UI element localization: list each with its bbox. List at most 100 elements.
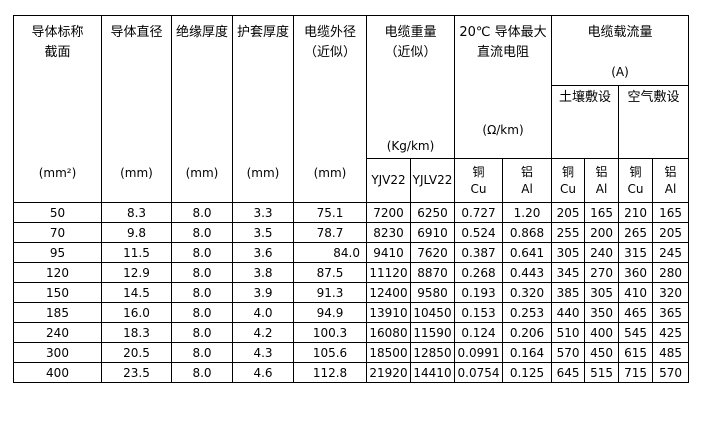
header-band-1: 导体标称 截面 (mm²) 导体直径 (mm) 绝缘厚度 (mm) [13,15,690,203]
header-title-line: 护套厚度 [236,25,289,40]
header-unit: (Kg/km) [386,139,435,153]
table-cell: 425 [652,322,690,343]
header-metal-en: Cu [470,181,487,196]
table-cell: 280 [652,262,690,283]
table-cell: 8.0 [171,242,233,263]
table-cell: 0.268 [454,262,504,283]
header-unit: (mm) [185,166,219,180]
table-cell: 615 [618,342,654,363]
table-cell: 715 [618,362,654,383]
table-cell: 6250 [409,202,456,223]
header-resistance-copper: 铜 Cu [454,158,504,203]
table-cell: 0.868 [502,222,553,243]
header-unit: (mm) [313,166,347,180]
header-sheath-thickness: 护套厚度 (mm) [232,15,294,203]
table-cell: 440 [551,302,586,323]
table-cell: 84.0 [293,242,367,263]
header-title-line: （近似） [384,45,437,60]
header-metal-cn: 铝 [595,164,608,179]
table-cell: 3.6 [232,242,294,263]
table-cell: 410 [618,282,654,303]
table-cell: 11590 [409,322,456,343]
header-ampacity: 电缆载流量 (A) [551,15,690,86]
table-cell: 21920 [366,362,411,383]
table-row: 150 14.5 8.0 3.9 91.3 12400 9580 0.193 0.320 385 3… [13,282,690,303]
table-cell: 10450 [409,302,456,323]
table-cell: 9.8 [101,222,172,243]
table-cell: 12400 [366,282,411,303]
table-cell: 510 [551,322,586,343]
table-cell: 78.7 [293,222,367,243]
table-cell: 185 [13,302,102,323]
table-cell: 0.387 [454,242,504,263]
table-row: 300 20.5 8.0 4.3 105.6 18500 12850 0.0991 0.164 5… [13,342,690,363]
table-cell: 240 [584,242,620,263]
table-cell: 270 [584,262,620,283]
table-cell: 305 [584,282,620,303]
header-title-line: 导体直径 [110,25,163,40]
table-cell: 645 [551,362,586,383]
header-metal-en: Al [521,181,533,196]
table-cell: 150 [13,282,102,303]
table-cell: 7620 [409,242,456,263]
header-metal-cn: 铜 [472,164,485,179]
table-cell: 400 [13,362,102,383]
table-cell: 165 [652,202,690,223]
header-title: 护套厚度 [234,17,293,44]
header-title-line: 直流电阻 [477,45,530,60]
table-cell: 210 [618,202,654,223]
table-cell: 545 [618,322,654,343]
table-row: 240 18.3 8.0 4.2 100.3 16080 11590 0.124 0.206 51… [13,322,690,343]
header-resistance-aluminum: 铝 Al [502,158,553,203]
table-cell: 13910 [366,302,411,323]
table-cell: 400 [584,322,620,343]
table-cell: 50 [13,202,102,223]
table-cell: 8.0 [171,322,233,343]
cable-spec-table: 导体标称 截面 (mm²) 导体直径 (mm) 绝缘厚度 (mm) [13,15,690,383]
table-cell: 245 [652,242,690,263]
header-unit: (mm) [120,166,153,180]
table-cell: 570 [551,342,586,363]
table-cell: 4.6 [232,362,294,383]
header-unit: (A) [611,65,629,79]
table-cell: 3.9 [232,282,294,303]
table-cell: 11.5 [101,242,172,263]
header-title: 导体直径 [103,17,171,44]
table-cell: 8870 [409,262,456,283]
header-metal-en: Al [664,181,677,196]
table-body: 50 8.3 8.0 3.3 75.1 7200 6250 0.727 1.20 205 165 21… [13,202,690,383]
table-cell: 3.3 [232,202,294,223]
header-title-line: 20℃ 导体最大 [459,25,547,40]
table-cell: 515 [584,362,620,383]
table-row: 185 16.0 8.0 4.0 94.9 13910 10450 0.153 0.253 440… [13,302,690,323]
table-cell: 450 [584,342,620,363]
header-title: 20℃ 导体最大 直流电阻 [456,17,551,64]
table-cell: 12850 [409,342,456,363]
table-cell: 0.641 [502,242,553,263]
table-cell: 485 [652,342,690,363]
header-title: 绝缘厚度 [173,17,232,44]
table-cell: 305 [551,242,586,263]
table-cell: 8.0 [171,282,233,303]
header-cable-weight: 电缆重量 （近似） (Kg/km) [365,15,456,159]
header-yjlv22: YJLV22 [409,158,456,203]
header-conductor-nominal-section: 导体标称 截面 (mm²) [13,15,102,203]
header-unit: (mm²) [38,166,77,180]
table-cell: 570 [652,362,690,383]
table-cell: 16080 [366,322,411,343]
header-title: 电缆外径 （近似） [295,17,366,64]
table-cell: 16.0 [101,302,172,323]
header-metal-en: Al [595,181,608,196]
header-metal-en: Cu [627,181,644,196]
header-title-line: 电缆外径 [303,25,356,40]
header-title: 电缆载流量 [553,17,688,44]
table-cell: 3.8 [232,262,294,283]
table-cell: 8.0 [171,262,233,283]
table-cell: 165 [584,202,620,223]
table-cell: 8.0 [171,342,233,363]
table-cell: 350 [584,302,620,323]
table-cell: 4.0 [232,302,294,323]
table-cell: 0.124 [454,322,504,343]
table-cell: 0.0754 [454,362,504,383]
table-row: 95 11.5 8.0 3.6 84.0 9410 7620 0.387 0.641 305 240… [13,242,690,263]
